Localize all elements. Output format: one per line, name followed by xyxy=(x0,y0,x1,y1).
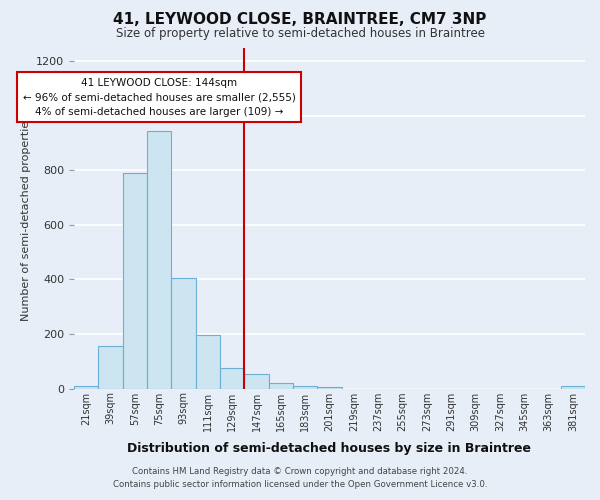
Text: Size of property relative to semi-detached houses in Braintree: Size of property relative to semi-detach… xyxy=(115,28,485,40)
Bar xyxy=(317,387,341,388)
Bar xyxy=(560,386,585,388)
Bar xyxy=(196,336,220,388)
Bar xyxy=(244,374,269,388)
Bar xyxy=(74,386,98,388)
Bar xyxy=(220,368,244,388)
Bar xyxy=(269,383,293,388)
Bar xyxy=(171,278,196,388)
Text: Contains HM Land Registry data © Crown copyright and database right 2024.
Contai: Contains HM Land Registry data © Crown c… xyxy=(113,468,487,489)
Bar xyxy=(293,386,317,388)
X-axis label: Distribution of semi-detached houses by size in Braintree: Distribution of semi-detached houses by … xyxy=(127,442,532,455)
Y-axis label: Number of semi-detached properties: Number of semi-detached properties xyxy=(20,115,31,321)
Text: 41 LEYWOOD CLOSE: 144sqm
← 96% of semi-detached houses are smaller (2,555)
4% of: 41 LEYWOOD CLOSE: 144sqm ← 96% of semi-d… xyxy=(23,78,296,117)
Bar xyxy=(147,130,171,388)
Bar xyxy=(98,346,122,389)
Text: 41, LEYWOOD CLOSE, BRAINTREE, CM7 3NP: 41, LEYWOOD CLOSE, BRAINTREE, CM7 3NP xyxy=(113,12,487,28)
Bar xyxy=(122,173,147,388)
